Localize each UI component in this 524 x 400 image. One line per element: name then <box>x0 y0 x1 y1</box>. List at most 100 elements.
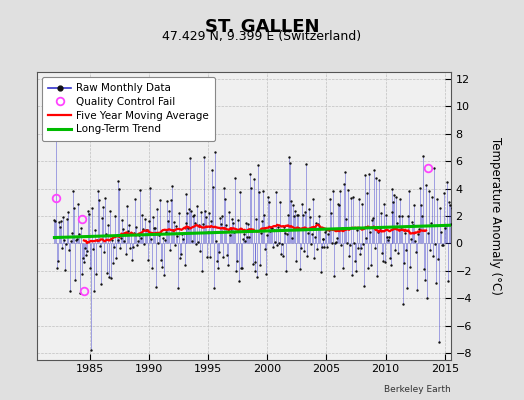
Legend: Raw Monthly Data, Quality Control Fail, Five Year Moving Average, Long-Term Tren: Raw Monthly Data, Quality Control Fail, … <box>42 77 215 141</box>
Point <box>282 268 290 274</box>
Point <box>141 216 149 222</box>
Point <box>97 214 106 221</box>
Point <box>95 243 104 249</box>
Point <box>407 236 416 242</box>
Point <box>280 224 288 230</box>
Point <box>270 227 278 234</box>
Point <box>112 232 121 238</box>
Point <box>331 240 340 246</box>
Point <box>137 235 145 242</box>
Point <box>340 180 348 187</box>
Point <box>174 210 183 216</box>
Point <box>267 225 276 231</box>
Point <box>438 242 446 248</box>
Point <box>227 227 235 234</box>
Point <box>355 196 363 202</box>
Point <box>291 208 299 214</box>
Point <box>217 220 225 227</box>
Point <box>266 228 275 234</box>
Point <box>380 258 389 265</box>
Point <box>170 241 179 248</box>
Point <box>138 212 146 219</box>
Point <box>182 220 191 226</box>
Point <box>236 265 245 271</box>
Point <box>394 250 402 257</box>
Point <box>54 257 62 264</box>
Point <box>415 226 423 232</box>
Point <box>214 264 222 271</box>
Point <box>275 240 283 246</box>
Point <box>220 185 228 192</box>
Point <box>104 274 113 280</box>
Point <box>163 218 172 224</box>
Point <box>384 234 392 240</box>
Point <box>393 220 401 226</box>
Point <box>404 213 412 219</box>
Point <box>65 247 73 253</box>
Point <box>157 256 165 263</box>
Point <box>203 254 211 260</box>
Point <box>347 195 355 201</box>
Point <box>310 254 318 261</box>
Point <box>93 237 101 244</box>
Point <box>287 198 295 204</box>
Point <box>314 213 323 219</box>
Point <box>313 221 322 227</box>
Point <box>198 268 206 274</box>
Point <box>328 239 336 246</box>
Point <box>160 271 168 278</box>
Point <box>59 214 68 220</box>
Point <box>378 258 387 264</box>
Point <box>381 212 390 218</box>
Point <box>82 252 90 258</box>
Point <box>402 247 410 254</box>
Point <box>85 211 93 218</box>
Point <box>195 221 203 228</box>
Text: 47.429 N, 9.399 E (Switzerland): 47.429 N, 9.399 E (Switzerland) <box>162 30 362 43</box>
Point <box>363 190 371 196</box>
Point <box>434 256 442 262</box>
Point <box>180 261 189 268</box>
Point <box>103 222 112 228</box>
Point <box>179 230 188 237</box>
Point <box>239 230 248 237</box>
Point <box>319 236 328 242</box>
Point <box>396 196 405 202</box>
Text: ST. GALLEN: ST. GALLEN <box>205 18 319 36</box>
Point <box>237 264 246 271</box>
Point <box>243 234 251 240</box>
Point <box>225 209 233 215</box>
Point <box>356 251 364 257</box>
Point <box>421 277 429 283</box>
Point <box>390 192 399 198</box>
Point <box>374 229 382 236</box>
Point <box>71 277 79 284</box>
Point <box>52 123 61 129</box>
Point <box>338 225 346 231</box>
Point <box>78 271 86 277</box>
Point <box>443 278 452 284</box>
Point <box>293 212 302 218</box>
Point <box>342 216 351 223</box>
Point <box>364 265 372 271</box>
Point <box>191 220 200 226</box>
Point <box>425 188 433 194</box>
Point <box>123 202 132 209</box>
Point <box>169 219 178 225</box>
Point <box>264 193 272 200</box>
Point <box>215 249 223 256</box>
Point <box>268 225 277 231</box>
Point <box>352 268 360 274</box>
Point <box>230 228 238 235</box>
Point <box>277 250 285 257</box>
Point <box>156 197 164 204</box>
Point <box>358 201 366 208</box>
Point <box>231 175 239 182</box>
Point <box>75 231 83 237</box>
Point <box>194 239 202 245</box>
Point <box>128 257 136 264</box>
Point <box>60 237 69 243</box>
Point <box>345 253 353 259</box>
Point <box>436 229 445 235</box>
Point <box>307 240 315 247</box>
